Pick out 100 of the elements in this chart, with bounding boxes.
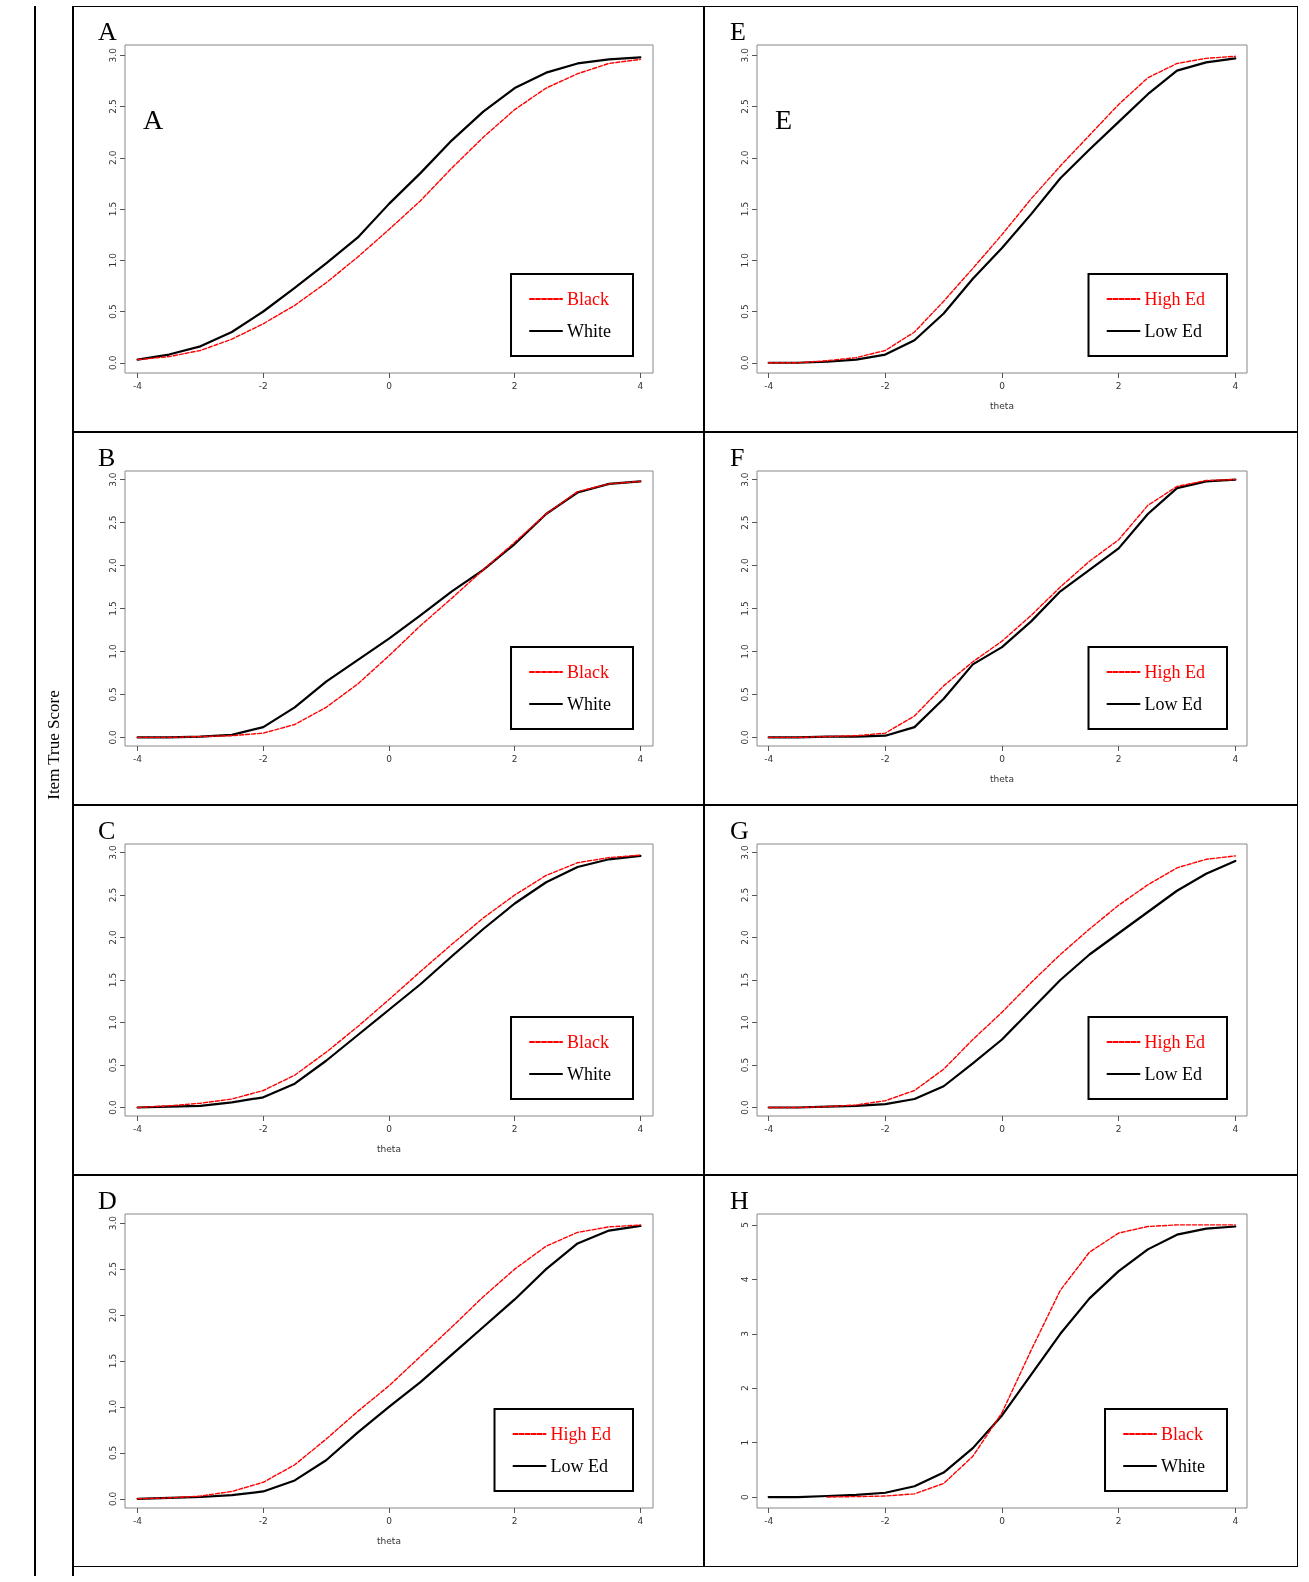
y-tick-label: 3 [739, 1330, 750, 1337]
x-tick-label: 2 [1115, 1515, 1122, 1526]
legend-label: High Ed [1144, 662, 1205, 682]
y-tick-label: 1.0 [107, 252, 118, 268]
y-tick-label: 0.0 [107, 355, 118, 370]
y-tick-label: 0.5 [107, 304, 118, 319]
legend-label: White [1161, 1456, 1206, 1476]
y-tick-label: 1.0 [107, 644, 118, 659]
legend-label: High Ed [1144, 1032, 1205, 1052]
y-tick-label: 0.5 [739, 687, 750, 702]
legend-label: Black [567, 289, 610, 309]
y-tick-label: 1.5 [739, 972, 750, 988]
x-tick-label: -4 [764, 1123, 774, 1134]
line-series [767, 478, 1237, 739]
chart-title: A [98, 16, 117, 46]
x-axis-title: theta [990, 773, 1014, 784]
y-tick-label: 0.5 [107, 1057, 118, 1073]
legend-label: Low Ed [1144, 1064, 1202, 1084]
y-tick-label: 2.0 [107, 558, 118, 573]
x-tick-label: 4 [1232, 380, 1239, 391]
chart-title: D [98, 1185, 117, 1215]
x-tick-label: 4 [1232, 753, 1239, 764]
x-tick-label: 0 [999, 1123, 1006, 1134]
line-series [136, 1224, 642, 1500]
y-tick-label: 3.0 [107, 845, 118, 860]
chart-title: E [730, 16, 746, 46]
y-tick-label: 1.0 [739, 1015, 750, 1030]
x-tick-label: 4 [1232, 1515, 1239, 1526]
y-tick-label: 2.5 [739, 887, 750, 903]
y-tick-label: 3.0 [739, 845, 750, 860]
legend-label: Black [567, 1032, 610, 1052]
legend-label: Low Ed [1144, 694, 1202, 714]
annotation: E [775, 103, 793, 135]
x-tick-label: 4 [637, 1515, 644, 1526]
legend-label: White [567, 1064, 612, 1084]
x-tick-label: -4 [764, 1515, 774, 1526]
x-tick-label: -2 [880, 380, 890, 391]
x-tick-label: -2 [880, 1123, 890, 1134]
y-tick-label: 2.0 [739, 150, 750, 165]
y-tick-label: 3.0 [739, 472, 750, 487]
y-axis-title: Item True Score [44, 690, 64, 800]
y-tick-label: 2.5 [739, 99, 750, 114]
x-tick-label: 2 [511, 1515, 518, 1526]
y-tick-label: 0.0 [107, 1491, 118, 1506]
x-tick-label: 2 [1115, 753, 1122, 764]
y-tick-label: 2.0 [107, 930, 118, 945]
y-tick-label: 1 [739, 1439, 750, 1446]
y-tick-label: 1.0 [739, 644, 750, 659]
x-tick-label: -2 [258, 380, 268, 391]
x-tick-label: -2 [880, 753, 890, 764]
x-tick-label: 0 [999, 1515, 1006, 1526]
y-tick-label: 1.0 [107, 1015, 118, 1030]
x-tick-label: 2 [1115, 1123, 1122, 1134]
line-series [136, 480, 642, 739]
y-tick-label: 2.0 [107, 1307, 118, 1323]
x-tick-label: -4 [133, 1515, 143, 1526]
x-axis-title: theta [377, 1535, 401, 1546]
y-tick-label: 3.0 [107, 1215, 118, 1231]
chart-title: G [730, 815, 749, 845]
y-tick-label: 3.0 [107, 47, 118, 63]
x-tick-label: -4 [133, 1123, 143, 1134]
y-tick-label: 2.5 [107, 515, 118, 530]
y-tick-label: 0.0 [107, 729, 118, 745]
y-tick-label: 0.5 [739, 1057, 750, 1073]
x-tick-label: 2 [511, 753, 518, 764]
x-tick-label: 2 [1115, 380, 1122, 391]
x-tick-label: 0 [386, 1515, 393, 1526]
y-tick-label: 0 [739, 1493, 750, 1500]
y-tick-label: 0.5 [107, 1445, 118, 1461]
x-tick-label: -2 [258, 1515, 268, 1526]
y-tick-label: 3.0 [739, 47, 750, 63]
y-tick-label: 0.5 [739, 304, 750, 319]
legend-label: White [567, 694, 612, 714]
x-tick-label: 4 [1232, 1123, 1239, 1134]
y-tick-label: 1.5 [107, 1353, 118, 1369]
y-tick-label: 2.0 [739, 558, 750, 573]
legend-label: Low Ed [550, 1456, 608, 1476]
chart-title: H [730, 1185, 749, 1215]
y-tick-label: 1.0 [739, 252, 750, 268]
x-tick-label: 4 [637, 1123, 644, 1134]
x-axis-title: theta [990, 400, 1014, 411]
y-tick-label: 2.0 [107, 150, 118, 165]
y-tick-label: 1.5 [107, 601, 118, 616]
line-series [136, 854, 642, 1109]
chart-title: B [98, 442, 116, 472]
y-tick-label: 1.5 [739, 601, 750, 616]
x-tick-label: -4 [764, 753, 774, 764]
x-tick-label: 0 [999, 380, 1006, 391]
x-tick-label: -4 [764, 380, 774, 391]
x-tick-label: -4 [133, 380, 143, 391]
annotation: A [143, 103, 164, 135]
x-tick-label: 0 [386, 380, 393, 391]
y-tick-label: 1.5 [107, 201, 118, 217]
x-tick-label: 4 [637, 753, 644, 764]
y-tick-label: 2.5 [107, 1261, 118, 1277]
y-tick-label: 2.0 [739, 930, 750, 945]
y-tick-label: 2.5 [739, 515, 750, 530]
y-tick-label: 0.5 [107, 687, 118, 702]
y-tick-label: 3.0 [107, 472, 118, 487]
legend-label: High Ed [550, 1424, 611, 1444]
